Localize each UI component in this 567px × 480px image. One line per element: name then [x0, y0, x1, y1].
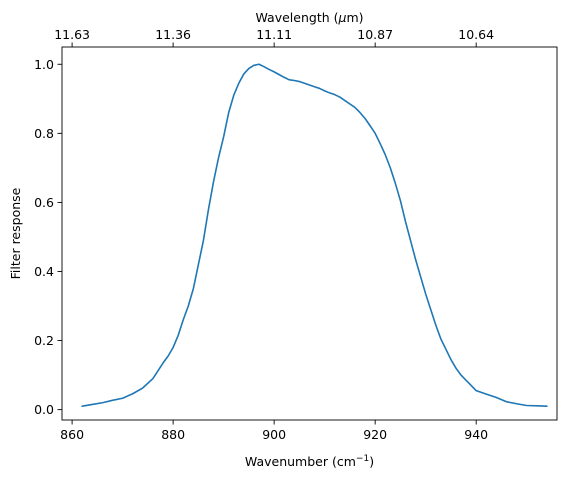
y-tick-label: 0.6 [34, 195, 54, 210]
top-tick-label: 11.63 [54, 27, 90, 42]
x-tick-label: 880 [161, 427, 185, 442]
y-tick-label: 0.2 [34, 333, 54, 348]
series-line-0 [81, 63, 548, 407]
y-tick-label: 0.4 [34, 264, 54, 279]
y-tick-label: 1.0 [34, 57, 54, 72]
top-tick-label: 11.11 [256, 27, 292, 42]
x-tick-label: 940 [464, 427, 488, 442]
x-tick-label: 900 [262, 427, 286, 442]
top-tick-label: 10.87 [357, 27, 393, 42]
plot-frame [61, 46, 558, 421]
y-tick-label: 0.0 [34, 402, 54, 417]
plot-background [62, 47, 557, 420]
x-tick-label: 860 [60, 427, 84, 442]
x-axis-title: Wavenumber (cm−1) [245, 454, 374, 469]
top-axis-title: Wavelength (μm) [255, 10, 363, 25]
x-tick-label: 920 [363, 427, 387, 442]
y-tick-label: 0.8 [34, 126, 54, 141]
top-tick-label: 10.64 [458, 27, 494, 42]
top-tick-label: 11.36 [155, 27, 191, 42]
chart-marks [81, 63, 548, 407]
y-axis-title: Filter response [8, 187, 23, 279]
